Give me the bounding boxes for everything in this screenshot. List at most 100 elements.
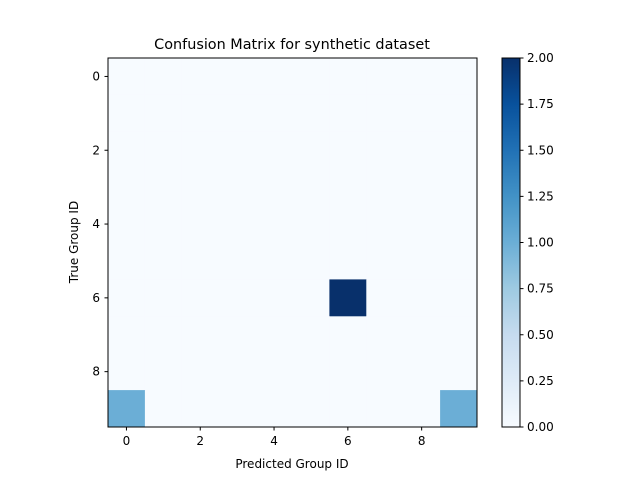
matrix-cell (366, 94, 404, 133)
matrix-cell (403, 242, 441, 280)
matrix-cell (292, 242, 330, 280)
x-axis-ticks: 0 2 4 6 8 (123, 427, 426, 448)
matrix-cell (255, 168, 293, 206)
matrix-cell (108, 94, 146, 133)
matrix-cell (108, 279, 146, 317)
matrix-cell (108, 316, 146, 354)
matrix-cell (218, 131, 256, 170)
y-tick-label: 4 (92, 217, 100, 231)
matrix-cell (329, 279, 367, 317)
matrix-cell (292, 279, 330, 317)
matrix-cell (218, 316, 256, 354)
matrix-cell (329, 58, 367, 96)
matrix-cell (440, 242, 478, 280)
matrix-cell (218, 353, 256, 391)
matrix-cell (144, 205, 183, 243)
matrix-cell (403, 279, 441, 317)
matrix-cell (440, 168, 478, 206)
colorbar-tick-label: 0.25 (527, 374, 554, 388)
matrix-cell (108, 205, 146, 243)
x-tick-label: 8 (418, 434, 426, 448)
matrix-cells (108, 58, 478, 428)
x-axis-label: Predicted Group ID (235, 457, 348, 471)
matrix-cell (329, 316, 367, 354)
matrix-cell (366, 168, 404, 206)
matrix-cell (255, 94, 293, 133)
matrix-cell (255, 242, 293, 280)
matrix-cell (144, 242, 183, 280)
colorbar-ticks: 0.00 0.25 0.50 0.75 1.00 1.25 1.50 1.75 2.00 (520, 51, 554, 434)
colorbar (501, 57, 521, 428)
y-tick-label: 2 (92, 143, 100, 157)
matrix-cell (144, 94, 183, 133)
matrix-cell (440, 390, 478, 428)
matrix-cell (218, 58, 256, 96)
matrix-cell (181, 353, 220, 391)
matrix-cell (366, 279, 404, 317)
matrix-cell (181, 168, 220, 206)
matrix-cell (366, 316, 404, 354)
matrix-cell (403, 94, 441, 133)
y-axis-label: True Group ID (67, 201, 81, 284)
matrix-cell (403, 390, 441, 428)
matrix-cell (329, 168, 367, 206)
matrix-cell (144, 279, 183, 317)
matrix-cell (181, 205, 220, 243)
matrix-cell (440, 205, 478, 243)
matrix-cell (403, 168, 441, 206)
matrix-cell (181, 131, 220, 170)
matrix-cell (292, 316, 330, 354)
x-tick-label: 6 (344, 434, 352, 448)
matrix-cell (440, 353, 478, 391)
matrix-cell (144, 131, 183, 170)
colorbar-tick-label: 1.50 (527, 143, 554, 157)
y-tick-label: 8 (92, 365, 100, 379)
matrix-cell (440, 316, 478, 354)
plot-frame (107, 57, 478, 428)
matrix-cell (218, 390, 256, 428)
matrix-cell (255, 58, 293, 96)
matrix-cell (403, 353, 441, 391)
matrix-cell (255, 390, 293, 428)
matrix-cell (440, 131, 478, 170)
matrix-cell (218, 242, 256, 280)
matrix-cell (108, 390, 146, 428)
matrix-cell (329, 131, 367, 170)
matrix-cell (255, 353, 293, 391)
matrix-cell (329, 353, 367, 391)
matrix-cell (403, 205, 441, 243)
colorbar-tick-label: 0.75 (527, 282, 554, 296)
matrix-cell (366, 353, 404, 391)
matrix-cell (108, 242, 146, 280)
x-tick-label: 2 (196, 434, 204, 448)
matrix-cell (366, 131, 404, 170)
matrix-cell (108, 58, 146, 96)
matrix-cell (181, 58, 220, 96)
matrix-cell (329, 205, 367, 243)
matrix-cell (218, 205, 256, 243)
matrix-cell (218, 94, 256, 133)
colorbar-tick-label: 1.00 (527, 236, 554, 250)
matrix-cell (181, 279, 220, 317)
x-tick-label: 0 (123, 434, 131, 448)
matrix-cell (329, 390, 367, 428)
matrix-cell (366, 242, 404, 280)
matrix-cell (292, 131, 330, 170)
colorbar-tick-label: 2.00 (527, 51, 554, 65)
colorbar-tick-label: 0.50 (527, 328, 554, 342)
matrix-cell (255, 131, 293, 170)
matrix-cell (144, 316, 183, 354)
matrix-cell (329, 94, 367, 133)
matrix-cell (292, 390, 330, 428)
matrix-cell (292, 168, 330, 206)
colorbar-tick-label: 1.75 (527, 97, 554, 111)
matrix-cell (181, 94, 220, 133)
matrix-cell (366, 205, 404, 243)
x-tick-label: 4 (270, 434, 278, 448)
matrix-cell (292, 94, 330, 133)
matrix-cell (144, 58, 183, 96)
matrix-cell (108, 168, 146, 206)
matrix-cell (255, 205, 293, 243)
matrix-cell (144, 390, 183, 428)
